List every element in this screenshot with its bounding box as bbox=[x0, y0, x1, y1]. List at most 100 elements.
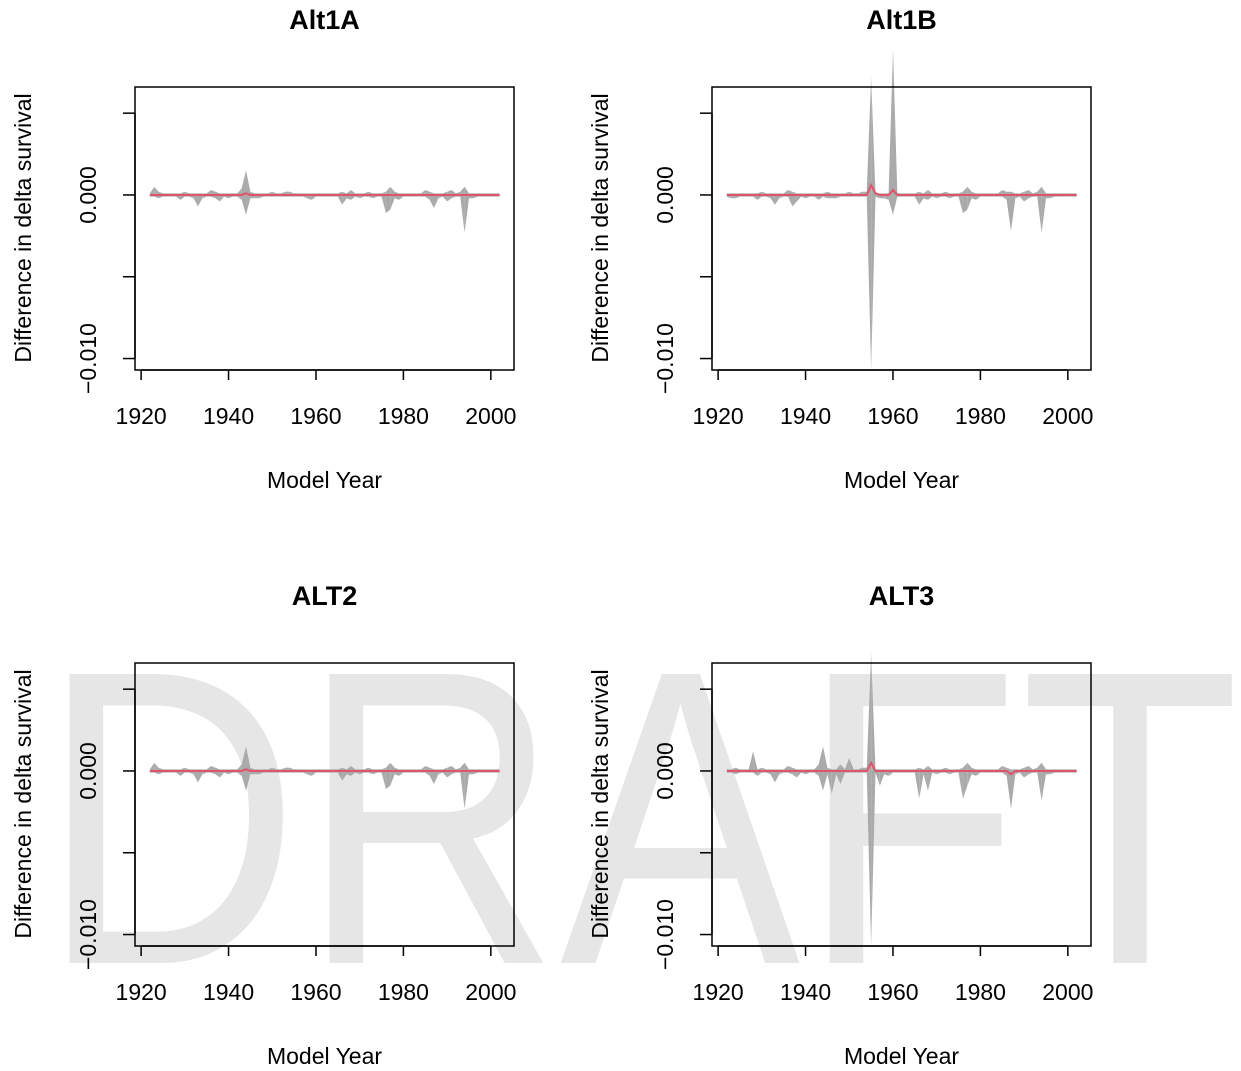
range-band bbox=[967, 186, 972, 210]
range-band bbox=[770, 769, 775, 783]
range-band bbox=[866, 653, 872, 946]
range-band bbox=[390, 186, 395, 210]
x-tick-label: 1940 bbox=[203, 403, 254, 429]
range-band bbox=[1041, 762, 1046, 801]
range-band bbox=[962, 186, 968, 213]
y-tick-label: 0.000 bbox=[75, 742, 101, 800]
x-tick-label: 2000 bbox=[465, 979, 516, 1005]
mean-line bbox=[726, 182, 1077, 196]
range-band bbox=[337, 191, 343, 205]
range-band bbox=[827, 767, 832, 794]
range-band bbox=[381, 191, 386, 213]
x-tick-label: 1960 bbox=[867, 979, 918, 1005]
chart-title: Alt1B bbox=[866, 5, 937, 35]
range-band bbox=[442, 191, 448, 202]
range-band bbox=[774, 193, 780, 205]
x-tick-label: 1960 bbox=[290, 979, 341, 1005]
range-band bbox=[914, 767, 920, 799]
y-tick-label: −0.010 bbox=[75, 899, 101, 970]
range-band bbox=[241, 170, 247, 215]
range-band bbox=[193, 769, 198, 783]
range-band bbox=[958, 767, 963, 799]
x-axis-label: Model Year bbox=[267, 1043, 382, 1069]
chart-title: Alt1A bbox=[289, 5, 360, 35]
panel: Alt1B 1920 1940 1960 1980 2000 Model Year −0.01… bbox=[587, 5, 1093, 493]
x-tick-label: 1940 bbox=[203, 979, 254, 1005]
range-band bbox=[390, 762, 395, 786]
range-band bbox=[879, 769, 885, 786]
range-band bbox=[844, 757, 850, 773]
range-band bbox=[1037, 762, 1042, 801]
range-band bbox=[215, 191, 220, 202]
x-tick-label: 1920 bbox=[693, 403, 744, 429]
range-band bbox=[919, 191, 924, 205]
panel: ALT3 1920 1940 1960 1980 2000 Model Year −0.010… bbox=[587, 581, 1093, 1069]
range-band bbox=[792, 191, 797, 207]
chart-title: ALT3 bbox=[869, 581, 935, 611]
range-band bbox=[385, 762, 391, 789]
range-band bbox=[1011, 769, 1016, 809]
range-band bbox=[958, 191, 963, 213]
range-band bbox=[381, 767, 386, 789]
range-band bbox=[154, 186, 159, 199]
watermark: DRAFT bbox=[40, 584, 1240, 1053]
y-axis-label: Difference in delta survival bbox=[587, 93, 613, 362]
range-band bbox=[1011, 191, 1016, 231]
plot-frame bbox=[711, 86, 1092, 371]
range-band bbox=[434, 769, 439, 785]
range-band bbox=[241, 746, 247, 791]
range-band bbox=[464, 762, 469, 809]
x-tick-label: 2000 bbox=[1042, 403, 1093, 429]
x-tick-label: 1920 bbox=[116, 403, 167, 429]
range-band bbox=[1037, 186, 1042, 233]
range-band bbox=[823, 746, 828, 791]
y-tick-label: 0.000 bbox=[652, 742, 678, 800]
range-band bbox=[1006, 767, 1012, 809]
y-axis-label: Difference in delta survival bbox=[587, 669, 613, 938]
range-band bbox=[460, 762, 465, 809]
range-band bbox=[871, 77, 876, 371]
range-band bbox=[246, 170, 251, 215]
range-band bbox=[888, 49, 893, 215]
panel: ALT2 1920 1940 1960 1980 2000 Model Year −0.010… bbox=[10, 581, 516, 1069]
x-tick-label: 1980 bbox=[955, 403, 1006, 429]
x-tick-label: 1940 bbox=[780, 979, 831, 1005]
range-band bbox=[1006, 191, 1012, 231]
range-band bbox=[875, 769, 880, 786]
range-band bbox=[836, 764, 841, 785]
range-band bbox=[818, 746, 824, 791]
range-band bbox=[831, 769, 837, 794]
range-band bbox=[197, 769, 203, 783]
x-axis-label: Model Year bbox=[844, 1043, 959, 1069]
panel: Alt1A 1920 1940 1960 1980 2000 Model Year −0.01… bbox=[10, 5, 516, 493]
range-band bbox=[770, 193, 775, 205]
mean-line bbox=[149, 768, 500, 772]
y-axis-label: Difference in delta survival bbox=[10, 669, 36, 938]
x-tick-label: 1920 bbox=[693, 979, 744, 1005]
x-axis-label: Model Year bbox=[267, 467, 382, 493]
x-tick-label: 1920 bbox=[116, 979, 167, 1005]
x-tick-label: 1940 bbox=[780, 403, 831, 429]
y-tick-label: −0.010 bbox=[652, 899, 678, 970]
x-tick-label: 1980 bbox=[378, 403, 429, 429]
x-tick-label: 2000 bbox=[1042, 979, 1093, 1005]
range-band bbox=[197, 193, 203, 207]
y-tick-label: −0.010 bbox=[75, 323, 101, 394]
x-tick-label: 1980 bbox=[378, 979, 429, 1005]
range-band bbox=[840, 764, 845, 785]
x-tick-label: 1960 bbox=[290, 403, 341, 429]
x-tick-label: 1980 bbox=[955, 979, 1006, 1005]
range-band bbox=[1041, 186, 1046, 233]
x-axis-label: Model Year bbox=[844, 467, 959, 493]
chart-title: ALT2 bbox=[292, 581, 358, 611]
y-tick-label: −0.010 bbox=[652, 323, 678, 394]
range-band bbox=[434, 193, 439, 209]
range-band bbox=[919, 767, 924, 799]
range-band bbox=[246, 746, 251, 791]
range-band bbox=[460, 186, 465, 233]
y-axis-label: Difference in delta survival bbox=[10, 93, 36, 362]
mean-line bbox=[726, 760, 1077, 776]
range-band bbox=[774, 769, 780, 783]
range-band bbox=[788, 190, 793, 207]
